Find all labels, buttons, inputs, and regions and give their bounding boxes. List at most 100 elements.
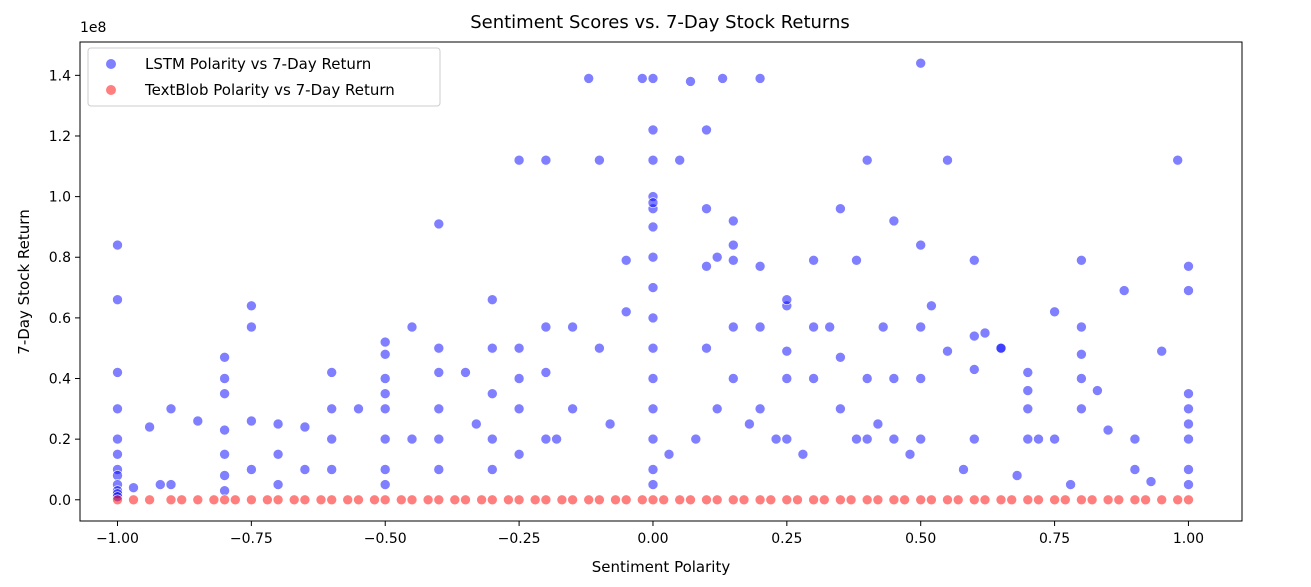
y-tick-label: 1.2 — [49, 129, 71, 145]
x-axis-label: Sentiment Polarity — [592, 558, 731, 576]
lstm-point — [1076, 403, 1087, 415]
lstm-point — [808, 373, 819, 384]
textblob-point — [979, 494, 991, 506]
textblob-point — [379, 494, 391, 506]
lstm-point — [1022, 403, 1034, 415]
lstm-point — [968, 433, 980, 445]
lstm-point — [513, 448, 525, 460]
lstm-point — [1022, 367, 1034, 378]
lstm-point — [1183, 479, 1194, 490]
textblob-point — [610, 494, 621, 506]
lstm-point — [877, 321, 889, 333]
lstm-point — [1118, 285, 1130, 296]
lstm-point — [647, 433, 659, 445]
textblob-point — [299, 494, 311, 506]
lstm-point — [433, 403, 445, 415]
textblob-point — [369, 494, 380, 506]
lstm-point — [567, 403, 578, 415]
textblob-point — [406, 494, 418, 506]
lstm-point — [754, 403, 766, 415]
lstm-point — [513, 403, 525, 415]
x-tick-label: −0.75 — [230, 531, 273, 547]
x-tick-label: 0.75 — [1039, 531, 1070, 547]
lstm-point — [620, 254, 632, 266]
lstm-point — [540, 433, 552, 445]
textblob-point — [176, 494, 187, 506]
lstm-point — [246, 464, 257, 475]
lstm-point — [754, 73, 766, 84]
lstm-point — [128, 482, 139, 494]
textblob-point — [738, 494, 750, 506]
lstm-point — [781, 294, 793, 306]
lstm-point — [219, 470, 230, 481]
lstm-point — [326, 433, 338, 445]
textblob-point — [395, 494, 407, 506]
lstm-point — [486, 342, 498, 354]
textblob-point — [995, 494, 1007, 506]
textblob-point — [861, 494, 873, 506]
lstm-point — [1076, 348, 1087, 360]
lstm-point — [219, 424, 230, 436]
textblob-point — [433, 494, 445, 506]
x-tick-label: −0.50 — [364, 531, 407, 547]
lstm-point — [1156, 345, 1167, 357]
textblob-point — [1060, 494, 1071, 506]
textblob-point — [792, 494, 803, 506]
lstm-point — [460, 367, 471, 378]
lstm-point — [165, 403, 177, 415]
lstm-point — [781, 373, 793, 384]
lstm-point — [685, 76, 696, 87]
lstm-point — [647, 197, 659, 208]
y-multiplier-label: 1e8 — [80, 20, 106, 36]
lstm-point — [246, 321, 257, 333]
lstm-point — [112, 433, 123, 445]
legend-marker-lstm — [106, 59, 116, 69]
textblob-point — [342, 494, 354, 506]
lstm-point — [165, 479, 177, 490]
lstm-point — [727, 254, 739, 266]
lstm-point — [915, 57, 927, 69]
lstm-point — [701, 260, 712, 272]
lstm-point — [486, 388, 498, 400]
lstm-point — [379, 479, 391, 490]
lstm-point — [744, 418, 755, 430]
lstm-point — [1076, 373, 1087, 384]
lstm-point — [851, 433, 862, 445]
lstm-point — [1145, 476, 1157, 487]
lstm-point — [551, 433, 562, 445]
lstm-point — [647, 282, 659, 293]
lstm-point — [636, 73, 648, 84]
lstm-point — [299, 464, 311, 475]
lstm-point — [1065, 479, 1076, 490]
lstm-point — [272, 479, 284, 490]
lstm-point — [647, 251, 659, 263]
lstm-point — [326, 403, 338, 415]
lstm-point — [824, 321, 836, 333]
textblob-point — [1156, 494, 1167, 506]
lstm-point — [1183, 433, 1194, 445]
textblob-point — [1049, 494, 1060, 506]
lstm-point — [272, 448, 284, 460]
lstm-point — [711, 251, 723, 263]
lstm-point — [379, 464, 391, 475]
textblob-point — [262, 494, 273, 506]
lstm-point — [1102, 424, 1114, 436]
lstm-point — [433, 464, 445, 475]
lstm-point — [835, 203, 846, 214]
lstm-point — [888, 373, 900, 384]
textblob-point — [556, 494, 568, 506]
lstm-point — [1183, 388, 1194, 400]
lstm-point — [754, 260, 766, 272]
y-axis: 0.0 0.2 0.4 0.6 0.8 1.0 1.2 1.4 — [49, 68, 80, 509]
lstm-point — [433, 342, 445, 354]
lstm-point — [272, 418, 284, 430]
textblob-point — [513, 494, 525, 506]
lstm-point — [1183, 464, 1194, 475]
textblob-point — [915, 494, 927, 506]
textblob-point — [685, 494, 696, 506]
textblob-point — [1033, 494, 1044, 506]
legend: LSTM Polarity vs 7-Day Return TextBlob P… — [87, 47, 441, 107]
lstm-point — [219, 351, 230, 363]
lstm-point — [1172, 154, 1183, 166]
lstm-point — [781, 345, 793, 357]
